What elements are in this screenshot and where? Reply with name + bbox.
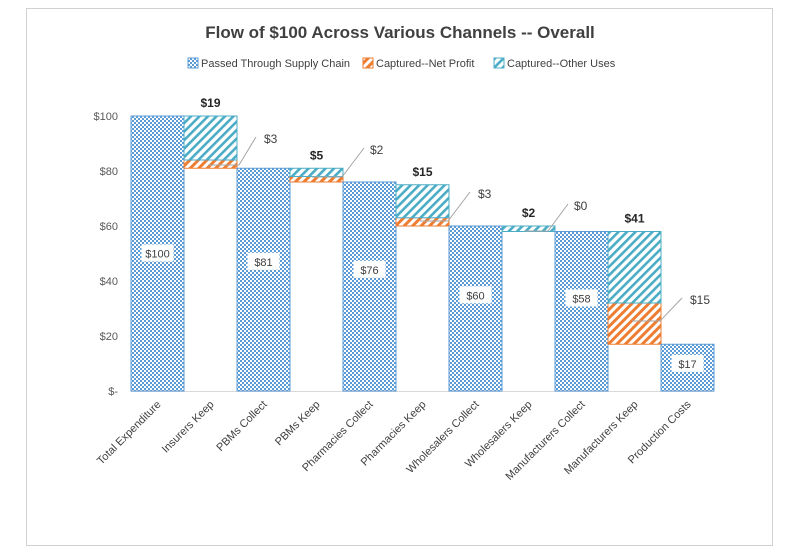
captured-total-label: $41 [624,212,644,226]
value-label-bg [247,252,280,270]
captured-total-label: $2 [522,206,536,220]
bar-pass-pharmacies-collect [342,181,397,392]
bar-other-pbms-keep [289,167,344,177]
value-label-bg [565,289,598,307]
value-label-bg [671,354,704,372]
category-label-pbms-keep: PBMs Keep [273,399,323,449]
value-label-pass: $100 [145,249,169,261]
y-tick-label: $100 [94,111,118,123]
category-label-total-expenditure: Total Expenditure [95,399,164,468]
bar-profit-manufacturers-keep [607,302,662,345]
captured-total-label: $19 [200,96,220,110]
value-label-pass: $81 [254,257,272,269]
net-profit-label: $3 [264,132,278,146]
legend: Passed Through Supply Chain Captured--Ne… [187,57,616,70]
y-tick-label: $80 [100,166,118,178]
value-label-pass: $17 [678,359,696,371]
bar-other-manufacturers-keep [607,231,662,304]
plot-area [130,115,715,392]
leader-line [525,203,569,232]
net-profit-label: $2 [370,143,384,157]
value-label-pass: $76 [360,265,378,277]
data-labels: $100 $19 $3 $81 $5 $2 $76 $15 $3 $60 $2 $0 $58 $41 $15… [141,96,710,372]
bar-other-pharmacies-keep [395,184,450,219]
leader-line [312,147,365,178]
bar-profit-insurers-keep [183,159,238,169]
y-tick-label: $40 [100,276,118,288]
category-label-pbms-collect: PBMs Collect [214,399,269,454]
net-profit-label: $3 [478,187,492,201]
legend-item-pass: Passed Through Supply Chain [187,57,350,70]
legend-label-other: Captured--Other Uses [507,58,616,70]
value-label-bg [459,286,492,304]
bar-pass-wholesalers-collect [448,225,503,392]
y-tick-label: $60 [100,221,118,233]
value-label-pass: $58 [572,293,590,305]
value-label-pass: $60 [466,290,484,302]
category-label-insurers-keep: Insurers Keep [160,399,217,456]
y-axis: $- $20 $40 $60 $80 $100 [94,111,714,398]
bar-pass-manufacturers-collect [554,231,609,392]
captured-total-label: $5 [310,148,324,162]
leader-line [208,136,257,166]
legend-swatch-pass [187,57,199,69]
value-label-bg [353,260,386,278]
y-tick-label: $20 [100,331,118,343]
legend-label-pass: Passed Through Supply Chain [201,58,350,70]
net-profit-label: $15 [690,293,710,307]
legend-label-profit: Captured--Net Profit [376,58,474,70]
bar-other-insurers-keep [183,115,238,161]
net-profit-label: $0 [574,199,588,213]
bar-pass-pbms-collect [236,167,291,392]
y-tick-label: $- [108,386,118,398]
leader-line [632,297,683,322]
legend-item-profit: Captured--Net Profit [362,57,474,70]
leader-line [420,191,471,222]
chart-title: Flow of $100 Across Various Channels -- … [205,23,595,42]
legend-item-other: Captured--Other Uses [493,57,616,70]
legend-swatch-other [493,57,505,69]
value-label-bg [141,244,174,262]
legend-swatch-profit [362,57,374,69]
bar-profit-pharmacies-keep [395,217,450,227]
captured-total-label: $15 [412,165,432,179]
